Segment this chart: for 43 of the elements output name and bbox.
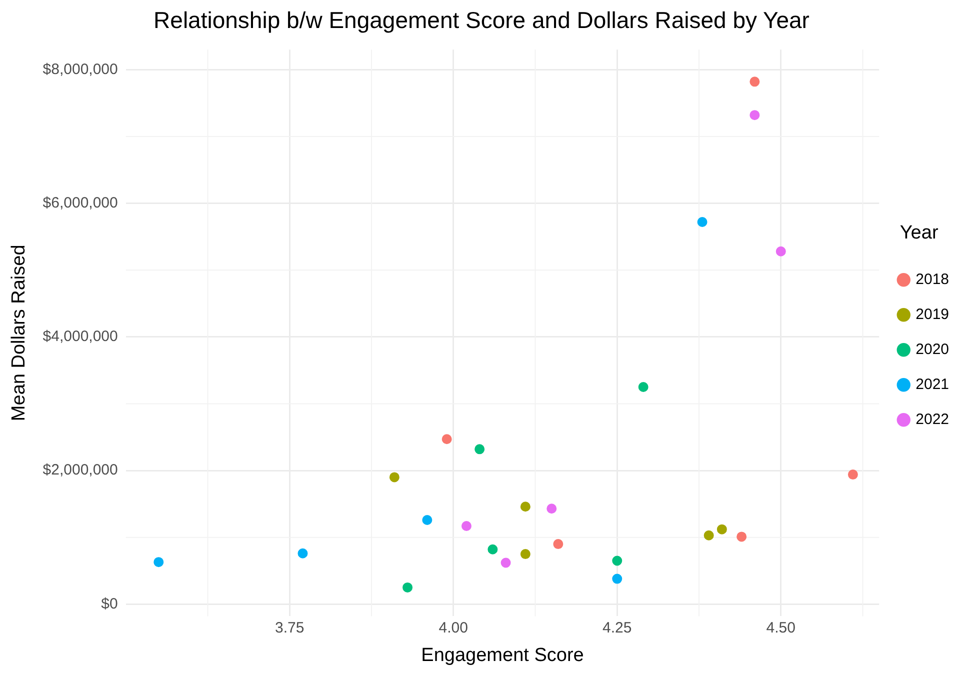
y-tick-label: $6,000,000 [42,194,118,212]
legend-label: 2022 [916,411,950,428]
legend-label: 2019 [916,306,950,324]
point [697,216,708,227]
point [638,382,648,392]
point [750,76,760,87]
y-tick-label: $8,000,000 [42,60,118,78]
chart-title: Relationship b/w Engagement Score and Dollars Raised by Year [154,7,810,34]
point [520,549,530,560]
x-tick-label: 4.00 [438,619,468,636]
y-axis-title: Mean Dollars Raised [8,244,30,422]
point [776,246,786,256]
point [553,539,564,550]
legend-label: 2020 [916,341,950,358]
point [848,470,858,480]
y-tick-label: $2,000,000 [42,462,118,479]
point [298,548,308,558]
x-tick-label: 3.75 [275,619,304,636]
point [500,558,511,568]
point [750,110,760,120]
y-tick-label: $0 [101,595,118,612]
x-tick-label: 4.50 [766,619,796,636]
point [154,557,164,568]
y-tick-label: $4,000,000 [42,328,118,346]
point [422,514,432,525]
point [546,504,557,514]
point [389,472,400,482]
legend-label: 2018 [916,271,950,288]
point [612,574,622,584]
point [612,556,622,566]
point [716,524,727,534]
point [704,530,714,540]
point [402,582,413,592]
point [736,532,747,542]
x-tick-label: 4.25 [602,619,632,636]
point [442,434,452,444]
point [520,502,530,512]
x-axis-title: Engagement Score [421,644,584,666]
legend-label: 2021 [916,376,950,394]
point [461,521,472,531]
legend-title: Year [900,222,939,244]
point [488,544,498,554]
point [474,444,485,454]
